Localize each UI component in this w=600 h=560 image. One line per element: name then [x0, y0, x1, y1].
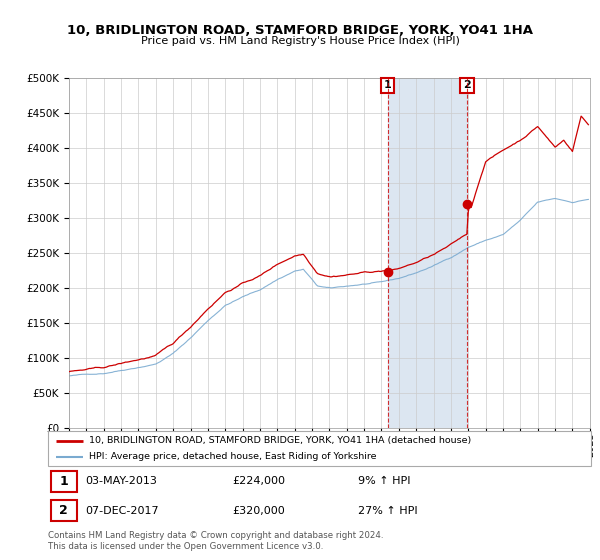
Text: Price paid vs. HM Land Registry's House Price Index (HPI): Price paid vs. HM Land Registry's House … [140, 36, 460, 46]
Bar [51, 470, 77, 492]
Text: 2: 2 [463, 81, 471, 90]
Text: 1: 1 [59, 475, 68, 488]
Text: 9% ↑ HPI: 9% ↑ HPI [358, 476, 410, 486]
Text: This data is licensed under the Open Government Licence v3.0.: This data is licensed under the Open Gov… [48, 542, 323, 550]
Text: HPI: Average price, detached house, East Riding of Yorkshire: HPI: Average price, detached house, East… [89, 452, 376, 461]
Text: £320,000: £320,000 [233, 506, 286, 516]
Text: 27% ↑ HPI: 27% ↑ HPI [358, 506, 417, 516]
Bar [388, 78, 467, 428]
Bar [51, 500, 77, 521]
Text: Contains HM Land Registry data © Crown copyright and database right 2024.: Contains HM Land Registry data © Crown c… [48, 531, 383, 540]
Text: 10, BRIDLINGTON ROAD, STAMFORD BRIDGE, YORK, YO41 1HA: 10, BRIDLINGTON ROAD, STAMFORD BRIDGE, Y… [67, 24, 533, 36]
Text: 2: 2 [59, 504, 68, 517]
Text: 03-MAY-2013: 03-MAY-2013 [85, 476, 157, 486]
Text: 07-DEC-2017: 07-DEC-2017 [85, 506, 158, 516]
Text: 1: 1 [383, 81, 391, 90]
Text: 10, BRIDLINGTON ROAD, STAMFORD BRIDGE, YORK, YO41 1HA (detached house): 10, BRIDLINGTON ROAD, STAMFORD BRIDGE, Y… [89, 436, 471, 445]
Text: £224,000: £224,000 [233, 476, 286, 486]
